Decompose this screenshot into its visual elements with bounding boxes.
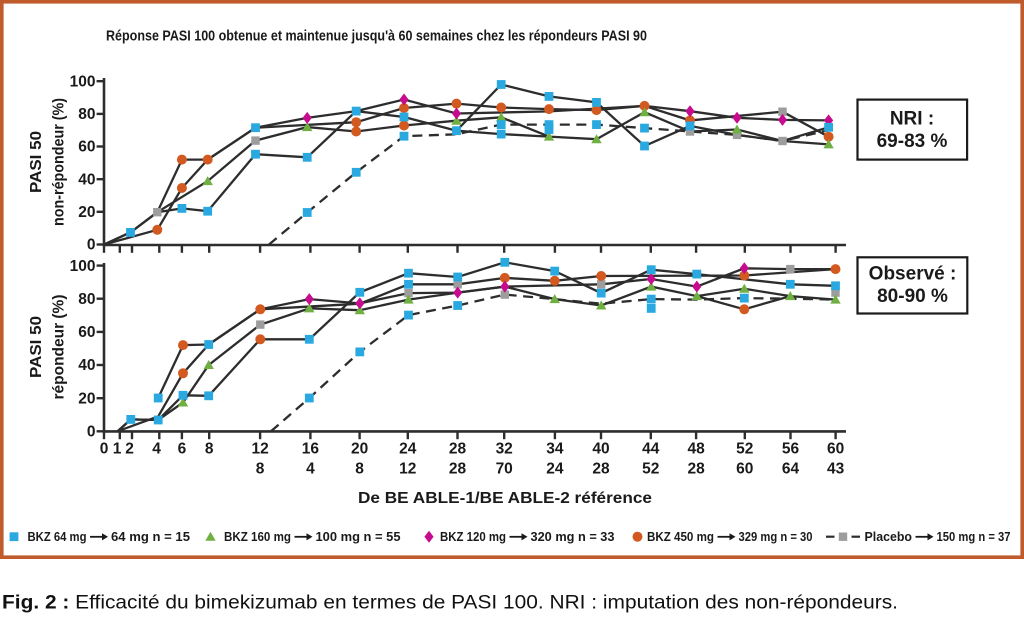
svg-text:BKZ 450 mg: BKZ 450 mg	[647, 530, 714, 544]
svg-text:8: 8	[205, 441, 214, 458]
svg-text:329 mg n = 30: 329 mg n = 30	[739, 530, 813, 544]
svg-text:24: 24	[546, 461, 564, 478]
svg-text:70: 70	[496, 461, 513, 478]
svg-text:44: 44	[642, 441, 660, 458]
svg-text:69-83 %: 69-83 %	[877, 131, 948, 152]
svg-text:60: 60	[827, 441, 844, 458]
svg-text:0: 0	[87, 424, 96, 441]
svg-text:100 mg n = 55: 100 mg n = 55	[316, 530, 401, 544]
svg-text:répondeur (%): répondeur (%)	[51, 295, 68, 400]
svg-text:40: 40	[78, 171, 95, 188]
svg-text:60: 60	[78, 139, 95, 156]
svg-text:28: 28	[592, 461, 610, 478]
svg-text:48: 48	[687, 441, 705, 458]
svg-text:8: 8	[355, 461, 364, 478]
svg-text:32: 32	[496, 441, 513, 458]
svg-text:20: 20	[351, 441, 368, 458]
svg-text:80-90 %: 80-90 %	[877, 286, 948, 307]
svg-text:20: 20	[78, 390, 95, 407]
svg-text:PASI 50: PASI 50	[28, 131, 45, 193]
svg-text:64: 64	[782, 461, 800, 478]
svg-text:56: 56	[782, 441, 800, 458]
svg-text:12: 12	[399, 461, 416, 478]
svg-text:1: 1	[113, 441, 122, 458]
svg-text:PASI 50: PASI 50	[28, 316, 45, 378]
svg-text:12: 12	[251, 441, 268, 458]
svg-text:8: 8	[256, 461, 265, 478]
svg-text:100: 100	[70, 73, 96, 90]
svg-text:28: 28	[687, 461, 705, 478]
svg-text:6: 6	[178, 441, 187, 458]
svg-text:non-répondeur (%): non-répondeur (%)	[51, 98, 68, 226]
svg-text:BKZ 120 mg: BKZ 120 mg	[440, 530, 506, 544]
svg-text:40: 40	[592, 441, 609, 458]
svg-text:BKZ 160 mg: BKZ 160 mg	[224, 530, 291, 544]
svg-text:2: 2	[125, 441, 134, 458]
svg-text:64 mg n = 15: 64 mg n = 15	[111, 530, 190, 544]
svg-text:4: 4	[152, 441, 161, 458]
svg-text:34: 34	[546, 441, 564, 458]
svg-text:80: 80	[78, 291, 95, 308]
svg-text:0: 0	[100, 441, 109, 458]
svg-text:NRI :: NRI :	[890, 109, 934, 130]
svg-text:52: 52	[736, 441, 753, 458]
svg-text:Réponse PASI 100 obtenue et ma: Réponse PASI 100 obtenue et maintenue ju…	[106, 28, 647, 45]
svg-text:16: 16	[302, 441, 320, 458]
svg-text:4: 4	[306, 461, 315, 478]
svg-text:Observé :: Observé :	[869, 264, 957, 285]
svg-text:150 mg n = 37: 150 mg n = 37	[937, 530, 1011, 544]
svg-text:40: 40	[78, 357, 95, 374]
svg-text:De BE ABLE-1/BE ABLE-2 référen: De BE ABLE-1/BE ABLE-2 référence	[358, 490, 652, 507]
svg-text:320 mg n = 33: 320 mg n = 33	[531, 530, 615, 544]
svg-text:60: 60	[78, 324, 95, 341]
svg-text:28: 28	[449, 441, 467, 458]
svg-text:24: 24	[399, 441, 417, 458]
svg-text:20: 20	[78, 204, 95, 221]
svg-text:80: 80	[78, 106, 95, 123]
svg-text:43: 43	[827, 461, 845, 478]
svg-text:Fig. 2 : Efficacité du bimekiz: Fig. 2 : Efficacité du bimekizumab en te…	[2, 592, 898, 614]
svg-text:100: 100	[70, 258, 96, 275]
svg-text:60: 60	[736, 461, 753, 478]
svg-text:BKZ 64 mg: BKZ 64 mg	[28, 530, 87, 544]
svg-text:0: 0	[87, 237, 96, 254]
svg-text:28: 28	[449, 461, 467, 478]
svg-text:Placebo: Placebo	[865, 530, 913, 544]
svg-text:52: 52	[642, 461, 659, 478]
